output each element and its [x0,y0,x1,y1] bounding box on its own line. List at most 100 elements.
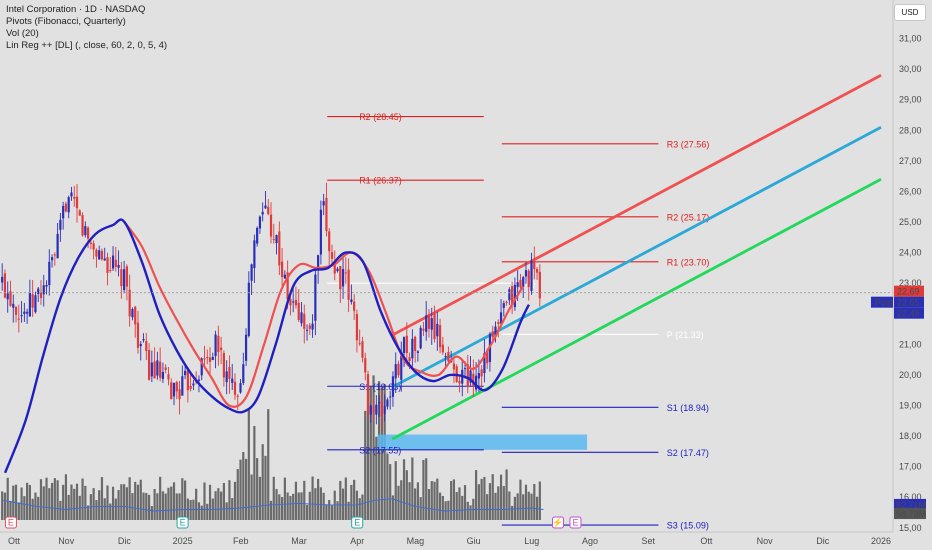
price-axis[interactable]: 15,0016,0017,0018,0019,0020,0021,0022,00… [871,0,926,533]
candle-body [267,206,270,215]
volume-bar [75,483,79,520]
candle-body [447,351,450,362]
volume-bar [125,487,128,520]
candle-body [441,344,444,353]
navy-smoothed-line[interactable] [3,218,530,474]
volume-bar [225,502,228,520]
volume-bar [189,500,192,520]
indicator-pivots[interactable]: Pivots (Fibonacci, Quarterly) [6,16,126,27]
candle-body [305,329,309,331]
candle-body [183,370,187,376]
volume-bar [131,493,134,520]
volume-bar [1,491,4,520]
candle-body [433,313,436,340]
volume-bar [430,481,433,520]
volume-tag [894,498,926,510]
volume-bar [322,492,325,520]
regression-middle-line[interactable] [391,126,882,389]
candle-body [75,196,79,209]
volume-bar [200,505,203,520]
volume-bar [303,480,306,520]
regression-upper-line[interactable] [391,74,882,337]
volume-bar [62,484,65,520]
candle-body [14,307,18,315]
candle-body [250,264,253,281]
indicator-linreg[interactable]: Lin Reg ++ [DL] (, close, 60, 2, 0, 5, 4… [6,40,168,51]
red-smoothed-line[interactable] [123,221,525,408]
candle-body [286,272,289,300]
volume-bar [425,458,428,520]
candle-body [375,404,378,415]
event-marker[interactable] [351,516,364,529]
volume-bar [344,477,347,520]
volume-bar [353,479,356,520]
event-markers[interactable]: E E E ⚡ E [4,516,582,529]
event-marker-label: E [8,518,14,528]
support-zone[interactable] [377,434,588,450]
volume-bar [441,495,444,520]
event-marker-label: E [180,518,186,528]
pivot-label: P (21.33) [667,330,704,340]
currency-button[interactable]: USD [894,4,926,21]
candle-body [422,328,425,331]
volume-bar [530,493,533,520]
chart-title: Intel Corporation · 1D · NASDAQ [6,4,146,15]
volume-bar [114,498,117,520]
candle-body [325,197,328,232]
price-tick-label: 27,00 [899,156,922,166]
candle-body [408,357,411,361]
candle-body [142,339,145,341]
plot-area[interactable]: R2 (28.45) R1 (26.37) S1 (19.63) S2 (17.55)… [0,74,893,531]
candle-body [34,295,37,313]
time-tick-label: 2026 [871,536,891,546]
candle-body [430,318,433,330]
candle-body [524,270,528,277]
volume-bar [183,480,187,520]
volume-bar [297,492,300,520]
volume-bar [67,494,70,520]
volume-bar [103,498,106,520]
candle-body [3,273,7,298]
candle-body [167,374,170,380]
candle-body [56,233,59,259]
candle-body [42,285,45,295]
candle-body [81,215,84,236]
volume-bar [178,493,181,520]
candle-body [78,210,81,216]
volume-bar [161,491,165,520]
event-marker[interactable] [569,516,582,529]
event-marker[interactable] [4,516,17,529]
candle-body [103,258,106,261]
volume-bar [264,455,267,520]
time-axis[interactable]: Ott Nov Dic 2025 Feb Mar Apr Mag Giu Lug Ago Set Ott… [0,531,893,546]
time-tick-label: Nov [58,536,75,546]
volume-bar [391,495,395,520]
event-marker-label: E [572,518,578,528]
candle-body [62,206,65,219]
candle-body [358,343,361,345]
candle-body [170,382,173,400]
post-tag-label: Post [875,298,894,308]
volume-bar [167,487,170,520]
volume-bar [250,474,253,520]
candle-body [175,382,178,392]
volume-tag [894,508,926,520]
volume-bar [181,478,184,520]
volume-bar [422,459,425,520]
candle-body [522,277,525,288]
candle-body [233,381,237,395]
time-tick-label: Ott [700,536,713,546]
volume-bar [206,503,209,520]
candle-body [48,261,51,286]
event-marker[interactable] [176,516,189,529]
candle-body [466,364,469,387]
volume-bar [524,484,528,520]
volume-bar [283,477,286,520]
event-marker[interactable] [551,516,564,529]
indicator-volume[interactable]: Vol (20) [6,28,39,39]
candle-body [314,274,317,321]
time-tick-label: 2025 [173,536,193,546]
time-tick-label: Ott [8,536,21,546]
